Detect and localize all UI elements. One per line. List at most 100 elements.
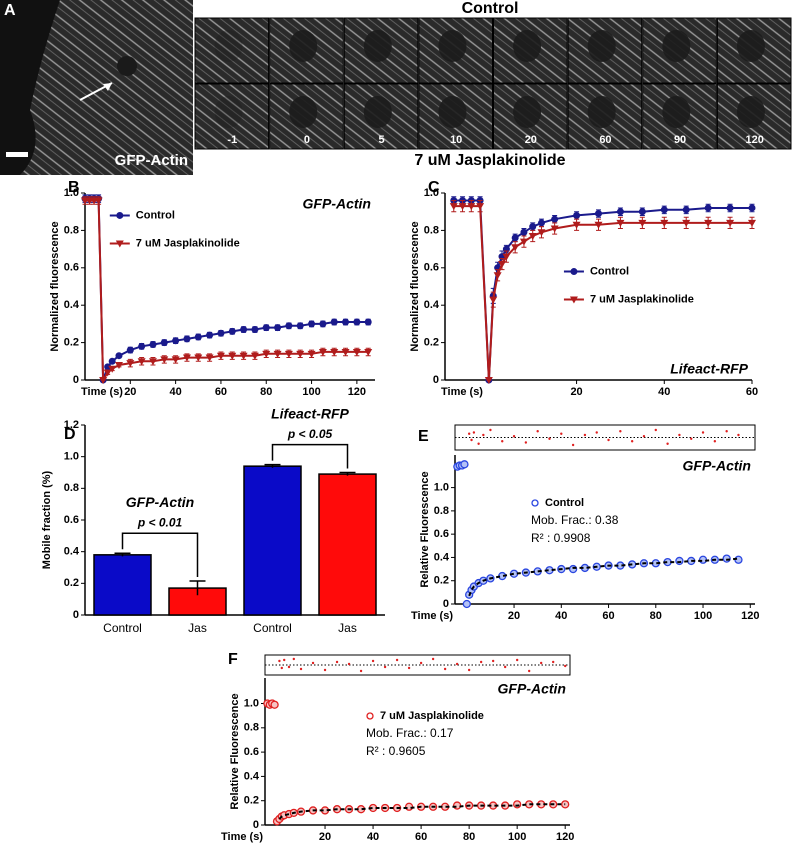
residual-point — [280, 666, 284, 670]
marker — [511, 244, 520, 252]
fit-line — [278, 803, 566, 820]
marker — [114, 362, 123, 370]
marker — [682, 219, 691, 227]
residual-point — [359, 669, 363, 673]
bleach-region — [662, 96, 691, 128]
residual-point — [666, 442, 669, 445]
marker — [660, 206, 668, 214]
marker — [519, 238, 528, 246]
time-label: 20 — [525, 134, 537, 146]
group-label: GFP-Actin — [126, 494, 194, 510]
x-tick-label: 120 — [348, 386, 366, 398]
residual-frame — [454, 424, 756, 451]
marker — [748, 204, 756, 212]
bleach-region — [513, 96, 542, 128]
x-tick-label: 20 — [319, 831, 331, 843]
time-label: -1 — [227, 134, 237, 146]
treatment-title: 7 uM Jasplakinolide — [414, 152, 565, 169]
residual-point — [701, 431, 705, 434]
residual-point — [583, 433, 587, 437]
residual-point — [419, 661, 423, 665]
marker — [160, 356, 169, 364]
residual-point — [299, 667, 303, 671]
marker — [551, 215, 559, 223]
y-tick-label: 0.8 — [64, 482, 79, 494]
y-tick-label: 0.6 — [434, 528, 449, 540]
fit-stat: R² : 0.9605 — [366, 744, 426, 758]
marker — [285, 322, 293, 330]
y-tick-label: 1.0 — [64, 187, 79, 199]
x-tick-label: 40 — [555, 610, 567, 622]
panel-a: A GFP-Actin Control 7 uM Jasplakinolide — [0, 0, 566, 175]
y-tick-label: 0 — [73, 609, 79, 621]
marker — [572, 221, 581, 229]
residual-point — [443, 667, 447, 671]
data-point — [270, 700, 279, 709]
bleach-region — [662, 30, 691, 62]
y-tick-label: 1.0 — [64, 451, 79, 463]
marker — [262, 350, 271, 358]
marker — [537, 229, 546, 237]
x-tick-label: Jas — [338, 621, 357, 635]
marker — [511, 234, 519, 242]
marker — [149, 340, 157, 348]
data-point — [675, 556, 684, 566]
y-axis-label: Relative Fluorescence — [229, 693, 241, 809]
bleach-region — [587, 30, 616, 62]
residual-point — [491, 659, 495, 663]
x-tick-label: 40 — [658, 386, 670, 398]
residual-point — [347, 662, 351, 666]
fit-stat: R² : 0.9908 — [531, 531, 591, 545]
bleach-region — [438, 30, 467, 62]
error-bar — [189, 580, 206, 596]
error-bar — [264, 463, 281, 468]
bleach-region — [438, 96, 467, 128]
x-tick-label: 80 — [260, 386, 272, 398]
series-line — [85, 199, 369, 384]
marker — [99, 377, 108, 384]
marker — [205, 354, 214, 362]
y-tick-label: 0 — [253, 819, 259, 831]
legend-label: 7 uM Jasplakinolide — [380, 710, 484, 722]
residual-point — [455, 662, 459, 666]
arrow-head — [103, 83, 112, 91]
legend-label: Control — [545, 497, 584, 509]
x-tick-label: 20 — [508, 610, 520, 622]
marker — [194, 333, 202, 341]
x-axis-label: Time (s) — [441, 386, 483, 398]
panel-label: B — [68, 179, 80, 196]
time-label: 5 — [379, 134, 385, 146]
marker — [115, 352, 123, 360]
y-tick-label: 0.8 — [244, 722, 259, 734]
significance-bracket — [121, 532, 199, 577]
time-label: 10 — [450, 134, 462, 146]
y-tick-label: 1.2 — [64, 419, 79, 431]
y-tick-label: 0.4 — [434, 551, 450, 563]
marker — [748, 219, 756, 227]
error-bar — [114, 552, 131, 557]
x-axis-label: Time (s) — [221, 831, 263, 843]
x-tick-label: 60 — [602, 610, 614, 622]
residual-point — [551, 660, 555, 664]
x-tick-label: 80 — [463, 831, 475, 843]
bleach-region — [513, 30, 542, 62]
residual-point — [395, 658, 399, 662]
x-axis-label: Time (s) — [411, 610, 453, 622]
residual-point — [515, 658, 519, 662]
residual-point — [737, 433, 740, 437]
series-line — [453, 199, 752, 381]
residual-point — [630, 440, 634, 443]
residual-point — [477, 442, 480, 445]
annotation: GFP-Actin — [498, 681, 566, 697]
residual-point — [431, 657, 435, 661]
marker — [182, 354, 191, 362]
residual-point — [690, 437, 693, 440]
marker — [284, 350, 293, 358]
frame-image — [194, 83, 270, 150]
marker — [660, 219, 669, 227]
residual-point — [642, 435, 646, 438]
marker — [573, 211, 581, 219]
y-tick-label: 0.8 — [434, 505, 449, 517]
bar — [318, 473, 377, 616]
y-tick-label: 0.8 — [424, 224, 439, 236]
